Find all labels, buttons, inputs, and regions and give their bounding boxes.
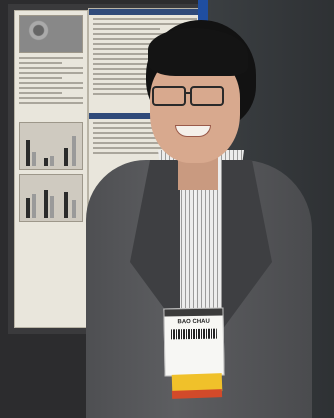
poster-text-line [93, 18, 197, 20]
glasses-lens-left [152, 86, 186, 106]
poster-bar-chart [19, 174, 83, 222]
poster-bar [64, 192, 68, 218]
poster-section-header [89, 113, 201, 119]
poster-bar [72, 200, 76, 218]
poster-text-line [19, 62, 63, 64]
poster-text-line [93, 68, 161, 70]
poster-text-line [93, 33, 197, 35]
poster-text-line [19, 57, 83, 59]
poster-text-line [93, 132, 161, 134]
glasses-bridge [184, 92, 192, 94]
poster-text-line [19, 72, 83, 74]
poster-text-line [93, 48, 161, 50]
poster-text-line [93, 58, 197, 60]
poster-text-line [93, 83, 197, 85]
poster-text-line [93, 28, 161, 30]
poster-bar [50, 156, 54, 166]
poster-text-line [93, 152, 161, 154]
poster-text-line [93, 122, 197, 124]
poster-text-line [93, 78, 197, 80]
poster-text-line [93, 93, 161, 95]
lanyard [194, 190, 196, 300]
poster-text-line [19, 87, 83, 89]
poster-text-line [93, 137, 197, 139]
poster-text-line [93, 147, 197, 149]
badge-header [164, 308, 223, 317]
poster-bar-chart [19, 122, 83, 170]
hair-fringe [148, 28, 248, 76]
poster-text-line [93, 142, 197, 144]
poster-text-line [19, 82, 83, 84]
name-badge: BAO CHAU [163, 307, 225, 377]
poster-text-line [93, 73, 197, 75]
poster-text-line [93, 38, 197, 40]
glasses-lens-right [190, 86, 224, 106]
poster-text-line [19, 77, 63, 79]
poster-text-line [93, 23, 197, 25]
poster-text-line [19, 92, 63, 94]
poster-text-line [93, 88, 197, 90]
badge-barcode [170, 328, 217, 340]
poster-bar [72, 136, 76, 166]
poster-section-header [89, 9, 201, 15]
poster-text-line [19, 67, 83, 69]
poster-bar [26, 198, 30, 218]
poster-bar [50, 196, 54, 218]
poster-bar [32, 194, 36, 218]
badge-name: BAO CHAU [177, 318, 210, 326]
poster-text-line [93, 53, 197, 55]
poster-bar [44, 190, 48, 218]
poster-text-line [93, 127, 197, 129]
poster-bar [64, 148, 68, 166]
poster-text-line [19, 97, 83, 99]
poster-bar [26, 140, 30, 166]
poster-text-line [93, 43, 197, 45]
poster-text-line [19, 102, 83, 104]
poster-bar [44, 158, 48, 166]
poster-panel-left [14, 10, 88, 328]
poster-bar [32, 152, 36, 166]
poster-micrograph [19, 15, 83, 53]
poster-text-line [93, 63, 197, 65]
